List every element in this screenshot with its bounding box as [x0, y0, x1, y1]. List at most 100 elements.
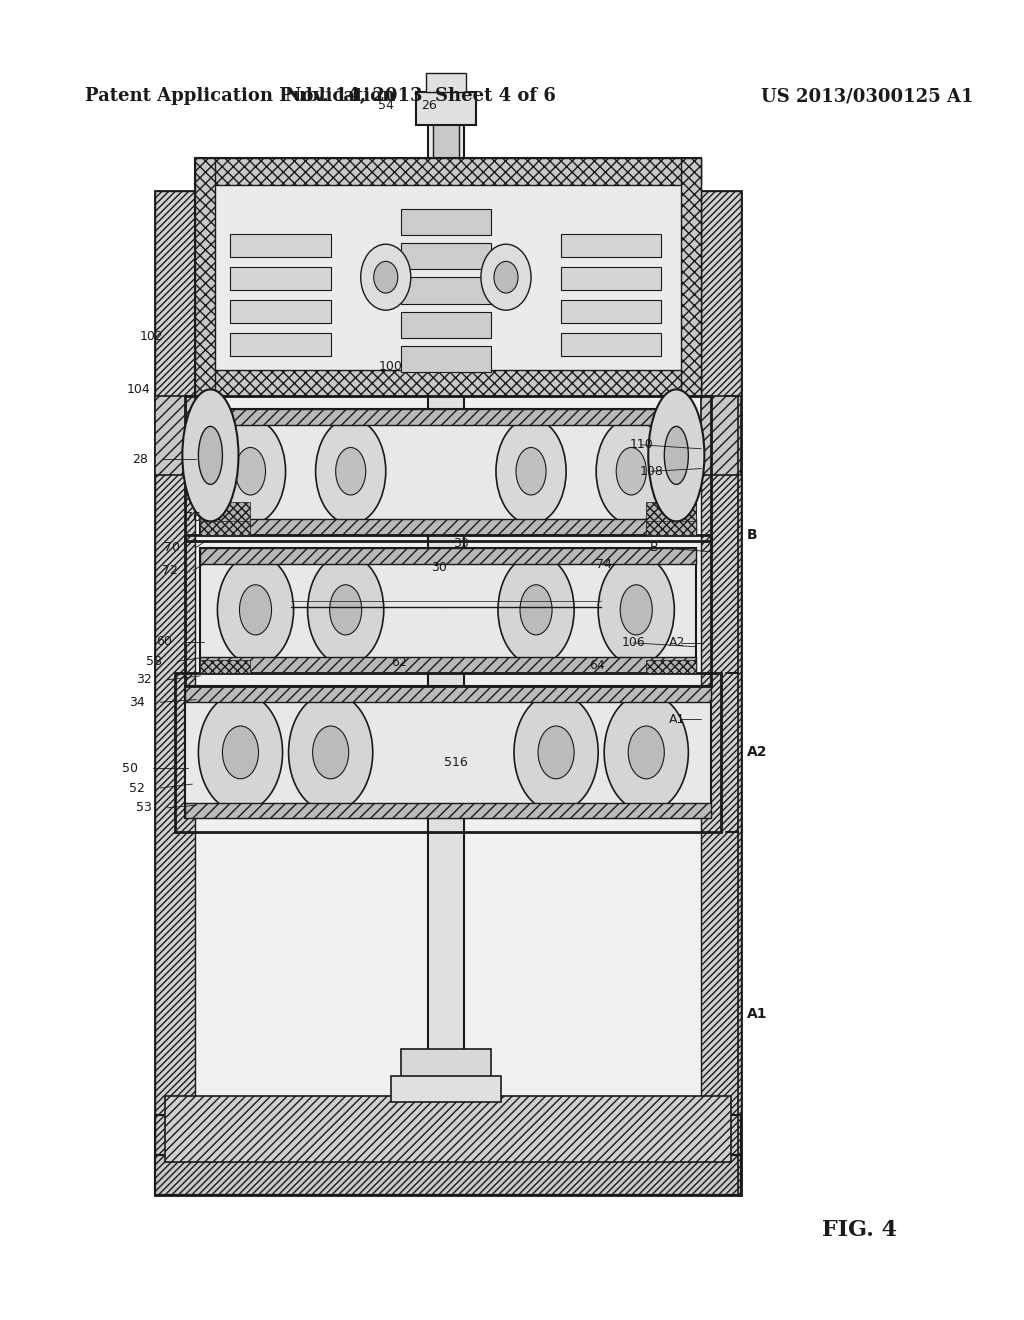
Ellipse shape [498, 554, 574, 665]
Text: 110: 110 [629, 438, 653, 451]
Ellipse shape [360, 244, 411, 310]
Text: FIG. 4: FIG. 4 [821, 1220, 897, 1241]
Text: A2: A2 [746, 746, 767, 759]
Bar [400, 209, 490, 235]
Text: 104: 104 [127, 383, 151, 396]
Bar [400, 277, 490, 304]
Bar [156, 191, 196, 1195]
Text: A2: A2 [670, 636, 686, 649]
Ellipse shape [481, 244, 531, 310]
Ellipse shape [222, 726, 258, 779]
Bar [416, 92, 476, 125]
Text: 100: 100 [379, 360, 402, 374]
Bar [561, 333, 662, 356]
Bar [185, 396, 712, 541]
Bar [230, 333, 331, 356]
Ellipse shape [596, 418, 667, 524]
Bar [561, 234, 662, 257]
Bar [400, 312, 490, 338]
Text: 26: 26 [421, 99, 436, 112]
Ellipse shape [648, 389, 705, 521]
Bar [185, 686, 712, 818]
Bar [185, 803, 712, 818]
Bar [701, 396, 741, 475]
Bar [185, 535, 712, 686]
Bar [400, 1049, 490, 1089]
Bar [400, 243, 490, 269]
Bar [156, 1155, 741, 1195]
Ellipse shape [312, 726, 349, 779]
Bar [201, 660, 251, 673]
Bar [185, 686, 712, 702]
Bar [428, 119, 464, 290]
Bar [428, 165, 464, 1195]
Bar [400, 346, 490, 372]
Bar [201, 657, 696, 673]
Text: 50: 50 [122, 762, 138, 775]
Text: 72: 72 [163, 564, 178, 577]
Bar [646, 521, 696, 535]
Text: 60: 60 [157, 635, 172, 648]
Ellipse shape [629, 726, 665, 779]
Text: 54: 54 [378, 99, 393, 112]
Bar [561, 267, 662, 290]
Bar [681, 158, 701, 396]
Ellipse shape [516, 447, 546, 495]
Bar [201, 521, 251, 535]
Ellipse shape [665, 426, 688, 484]
Bar [165, 1096, 731, 1162]
Text: 30: 30 [431, 561, 446, 574]
Ellipse shape [236, 447, 265, 495]
Bar [646, 660, 696, 673]
Ellipse shape [494, 261, 518, 293]
Text: US 2013/0300125 A1: US 2013/0300125 A1 [762, 87, 974, 106]
Bar [196, 158, 701, 396]
Ellipse shape [199, 693, 283, 812]
Bar [230, 300, 331, 323]
Ellipse shape [182, 389, 239, 521]
Ellipse shape [374, 261, 397, 293]
Ellipse shape [199, 426, 222, 484]
Bar [201, 548, 696, 564]
Ellipse shape [514, 693, 598, 812]
Bar [156, 191, 741, 1195]
Bar [156, 1115, 741, 1195]
Ellipse shape [307, 554, 384, 665]
Ellipse shape [621, 585, 652, 635]
Bar [701, 191, 741, 1195]
Bar [230, 267, 331, 290]
Text: A1: A1 [670, 713, 686, 726]
Text: 53: 53 [136, 801, 153, 814]
Text: 516: 516 [444, 756, 468, 770]
Ellipse shape [538, 726, 574, 779]
Text: B: B [649, 541, 657, 554]
Ellipse shape [520, 585, 552, 635]
Ellipse shape [598, 554, 675, 665]
Text: 28: 28 [132, 453, 148, 466]
Ellipse shape [217, 554, 294, 665]
Bar [391, 1076, 501, 1102]
Ellipse shape [604, 693, 688, 812]
Bar [201, 409, 696, 535]
Bar [156, 396, 196, 475]
Ellipse shape [616, 447, 646, 495]
Text: B: B [746, 528, 757, 541]
Text: 34: 34 [129, 696, 145, 709]
Bar [201, 409, 696, 425]
Text: Patent Application Publication: Patent Application Publication [85, 87, 395, 106]
Text: 102: 102 [139, 330, 163, 343]
Ellipse shape [240, 585, 271, 635]
Bar [433, 119, 459, 290]
Bar [561, 300, 662, 323]
Text: 76: 76 [184, 511, 201, 524]
Bar [230, 234, 331, 257]
Text: 62: 62 [391, 656, 407, 669]
Ellipse shape [496, 418, 566, 524]
Text: 32: 32 [136, 673, 153, 686]
Bar [201, 548, 696, 673]
Ellipse shape [289, 693, 373, 812]
Text: 52: 52 [129, 781, 145, 795]
Bar [201, 502, 251, 528]
Bar [646, 502, 696, 528]
Text: 108: 108 [639, 465, 664, 478]
